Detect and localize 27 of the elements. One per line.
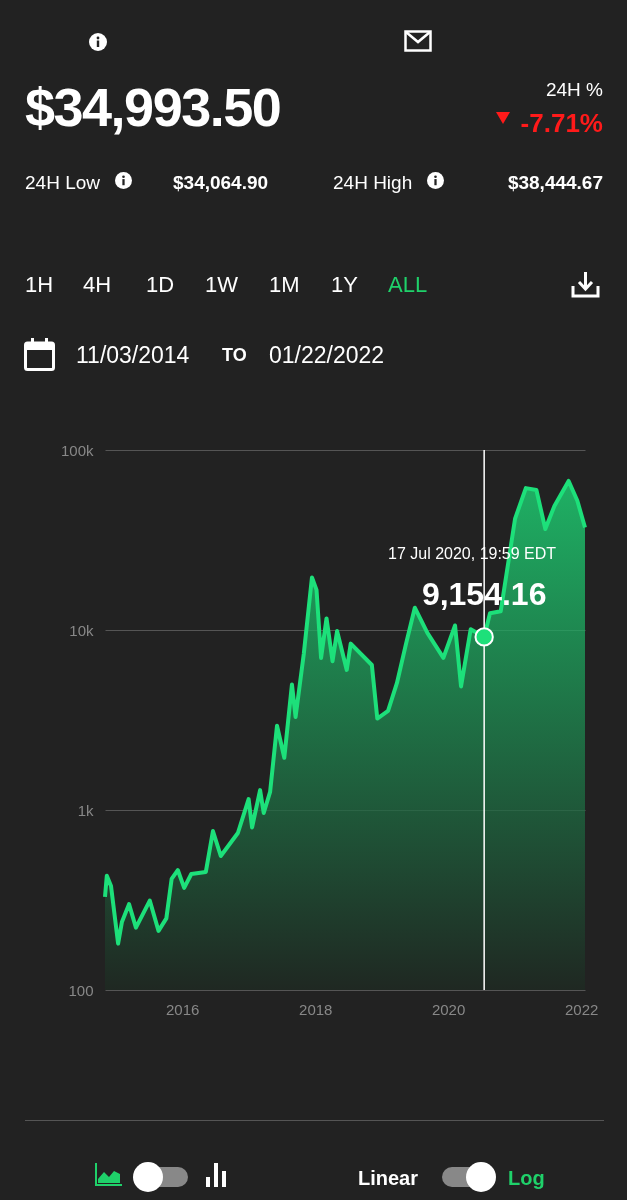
x-tick-label: 2020	[431, 1000, 466, 1018]
text: $38,444.67	[507, 172, 603, 193]
text: 1W	[205, 272, 238, 297]
text: $34,064.90	[173, 172, 269, 193]
text: 4H	[83, 272, 112, 297]
text: $34,993.50	[25, 77, 281, 137]
text: 01/22/2022	[269, 342, 385, 368]
text: TO	[222, 345, 247, 365]
text: 1H	[25, 272, 54, 297]
text: 1Y	[331, 272, 358, 297]
text: 1M	[269, 272, 300, 297]
text: Log	[508, 1167, 545, 1189]
x-tick-label: 2016	[165, 1000, 200, 1018]
x-tick-label: 2018	[299, 1000, 333, 1018]
y-tick-label: 1k	[77, 801, 94, 819]
x-tick-label: 2022	[564, 1000, 599, 1018]
y-tick-label: 100k	[60, 441, 94, 459]
text: 24H %	[545, 79, 603, 100]
text: 1D	[146, 272, 175, 297]
text: 24H Low	[25, 172, 100, 193]
y-tick-label: 100	[68, 981, 94, 999]
text: -7.71%	[520, 108, 603, 138]
text: 11/03/2014	[76, 342, 190, 368]
text: Linear	[358, 1167, 419, 1189]
text: 24H High	[333, 172, 413, 193]
y-tick-label: 10k	[69, 621, 94, 639]
text: ALL	[388, 272, 428, 297]
